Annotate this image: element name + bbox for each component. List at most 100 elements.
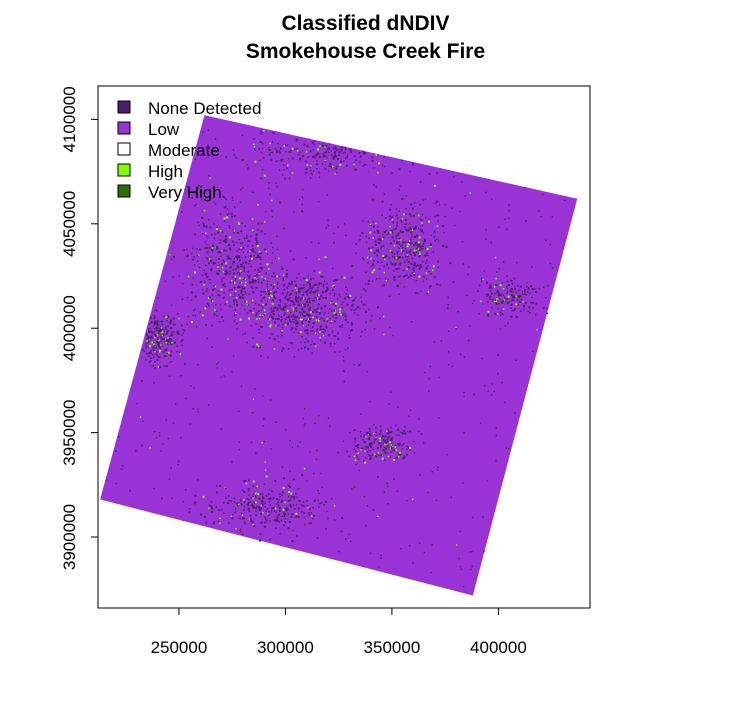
- classified-pixel: [509, 289, 512, 292]
- classified-pixel: [235, 297, 238, 299]
- classified-pixel: [398, 247, 400, 249]
- classified-pixel: [278, 499, 280, 501]
- classified-pixel: [482, 278, 484, 280]
- classified-pixel: [372, 509, 375, 511]
- classified-pixel: [204, 241, 207, 243]
- classified-pixel: [387, 233, 389, 235]
- classified-pixel: [258, 304, 260, 306]
- classified-pixel: [390, 442, 392, 444]
- classified-pixel: [342, 370, 345, 372]
- classified-pixel: [198, 254, 200, 256]
- classified-pixel: [244, 293, 247, 296]
- classified-pixel: [279, 496, 281, 498]
- classified-pixel: [402, 443, 405, 445]
- classified-pixel: [365, 525, 367, 527]
- classified-pixel: [244, 301, 246, 303]
- classified-pixel: [325, 150, 328, 153]
- classified-pixel: [407, 266, 410, 268]
- classified-pixel: [188, 511, 191, 514]
- classified-pixel: [287, 316, 290, 319]
- classified-pixel: [395, 456, 398, 459]
- classified-pixel: [197, 408, 199, 410]
- classified-pixel: [345, 234, 347, 237]
- classified-pixel: [480, 422, 482, 424]
- classified-pixel: [421, 222, 423, 224]
- classified-pixel: [236, 264, 239, 267]
- classified-pixel: [209, 177, 211, 179]
- classified-pixel: [221, 262, 223, 265]
- classified-pixel: [392, 449, 394, 451]
- classified-pixel: [368, 427, 371, 430]
- classified-pixel: [240, 290, 243, 293]
- classified-pixel: [209, 505, 212, 507]
- classified-pixel: [506, 298, 508, 301]
- classified-pixel: [430, 571, 432, 574]
- classified-pixel: [255, 252, 257, 254]
- classified-pixel: [219, 251, 222, 254]
- classified-pixel: [160, 330, 163, 332]
- classified-pixel: [254, 302, 257, 305]
- classified-pixel: [356, 456, 359, 459]
- classified-pixel: [303, 315, 305, 318]
- classified-pixel: [498, 226, 500, 228]
- classified-pixel: [277, 287, 279, 290]
- classified-pixel: [396, 258, 399, 261]
- classified-pixel: [398, 444, 400, 447]
- classified-pixel: [308, 512, 310, 514]
- classified-pixel: [183, 519, 185, 521]
- classified-pixel: [289, 439, 291, 442]
- classified-pixel: [266, 519, 268, 521]
- classified-pixel: [306, 505, 309, 507]
- classified-pixel: [344, 315, 347, 318]
- classified-pixel: [551, 216, 554, 218]
- classified-pixel: [364, 435, 367, 438]
- classified-pixel: [254, 497, 257, 499]
- classified-pixel: [284, 305, 287, 308]
- classified-pixel: [499, 311, 502, 314]
- classified-pixel: [427, 265, 429, 267]
- classified-pixel: [511, 288, 513, 291]
- classified-pixel: [246, 237, 248, 239]
- classified-pixel: [334, 304, 337, 307]
- classified-pixel: [253, 493, 255, 495]
- classified-pixel: [371, 198, 374, 201]
- classified-pixel: [121, 468, 123, 470]
- classified-pixel: [255, 495, 257, 497]
- classified-pixel: [293, 315, 296, 318]
- classified-pixel: [235, 255, 237, 258]
- classified-pixel: [297, 349, 299, 351]
- classified-pixel: [410, 215, 412, 217]
- classified-pixel: [455, 327, 457, 330]
- classified-pixel: [251, 218, 254, 220]
- classified-pixel: [263, 440, 265, 443]
- classified-pixel: [211, 294, 214, 296]
- classified-pixel: [323, 155, 326, 157]
- classified-pixel: [330, 342, 332, 345]
- classified-pixel: [417, 292, 419, 295]
- classified-pixel: [208, 246, 211, 249]
- classified-pixel: [152, 347, 154, 349]
- classified-pixel: [276, 307, 279, 309]
- classified-pixel: [367, 280, 370, 283]
- classified-pixel: [287, 164, 289, 167]
- classified-pixel: [282, 279, 285, 281]
- classified-pixel: [384, 449, 386, 452]
- classified-pixel: [145, 344, 148, 347]
- classified-pixel: [223, 261, 225, 263]
- classified-pixel: [223, 283, 226, 285]
- classified-pixel: [283, 511, 285, 514]
- classified-pixel: [415, 234, 418, 236]
- classified-pixel: [414, 243, 417, 246]
- classified-pixel: [488, 287, 491, 289]
- classified-pixel: [486, 300, 489, 303]
- classified-pixel: [192, 314, 194, 317]
- classified-pixel: [533, 288, 536, 290]
- classified-pixel: [508, 209, 510, 212]
- classified-pixel: [463, 431, 465, 434]
- x-tick-label: 350000: [364, 638, 421, 657]
- classified-pixel: [335, 316, 338, 319]
- classified-pixel: [172, 317, 175, 320]
- classified-pixel: [231, 276, 234, 279]
- classified-pixel: [309, 287, 311, 289]
- classified-pixel: [397, 233, 399, 236]
